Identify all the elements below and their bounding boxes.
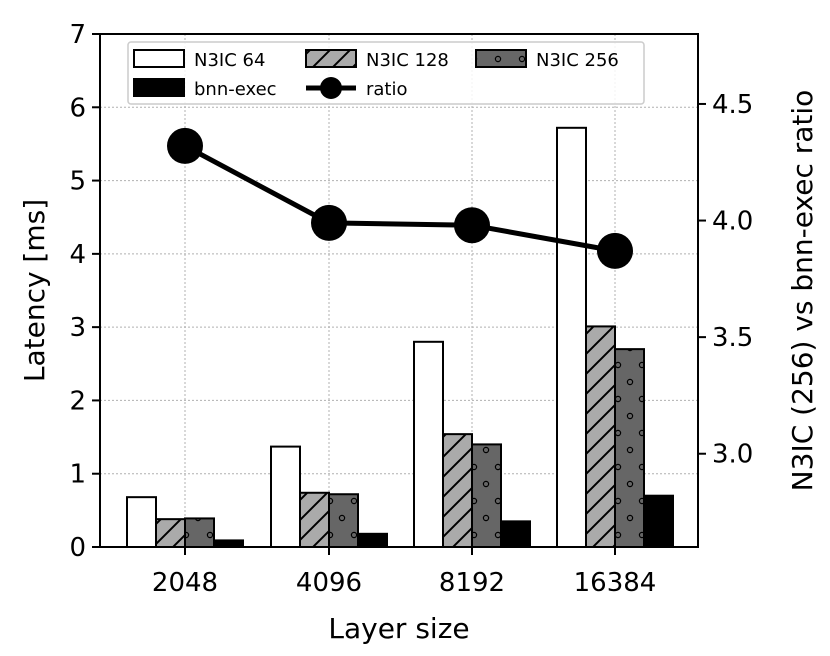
ratio-point-16384 (597, 232, 633, 269)
ratio-point-4096 (311, 204, 347, 241)
legend: N3IC 64 N3IC 128 N3IC 256 bnn-exec ratio (127, 41, 645, 105)
legend-swatch-n3ic-256 (475, 49, 527, 68)
y-tick-label: 2 (69, 386, 86, 416)
y2-tick-label: 4.5 (712, 90, 753, 120)
bars-layer (126, 126, 674, 549)
bar-bnn-exec-4096 (357, 532, 388, 549)
y-tick-label: 1 (69, 460, 86, 490)
bar-n3ic-256-4096 (328, 493, 359, 548)
bar-n3ic-128-8192 (442, 433, 473, 549)
legend-label-n3ic-256: N3IC 256 (536, 50, 619, 71)
legend-swatch-n3ic-128 (305, 49, 357, 68)
ratio-line-layer (167, 127, 633, 269)
x-tick-label: 2048 (152, 568, 218, 598)
y-tick-label: 7 (69, 20, 86, 50)
y-axis-label: Latency [ms] (18, 199, 51, 382)
y2-axis-label: N3IC (256) vs bnn-exec ratio (786, 90, 819, 492)
bar-n3ic-256-8192 (471, 443, 502, 548)
axes-layer: 0 1 2 3 4 5 6 7 3.0 3.5 4.0 4.5 2048 4096 8192 16384 Lay… (18, 20, 819, 645)
bar-n3ic-128-4096 (299, 491, 330, 549)
bar-n3ic-64-8192 (413, 340, 444, 548)
legend-swatch-n3ic-64 (133, 49, 185, 68)
y2-tick-label: 4.0 (712, 207, 753, 237)
y-tick-label: 5 (69, 167, 86, 197)
legend-swatch-ratio-marker (320, 77, 342, 99)
x-tick-label: 8192 (439, 568, 505, 598)
bar-n3ic-128-2048 (155, 518, 186, 548)
y-tick-label: 3 (69, 313, 86, 343)
y-tick-label: 6 (69, 93, 86, 123)
x-axis-label: Layer size (328, 612, 469, 645)
x-tick-label: 16384 (574, 568, 657, 598)
bar-n3ic-128-16384 (585, 325, 616, 548)
x-tick-label: 4096 (296, 568, 362, 598)
bar-bnn-exec-16384 (643, 494, 674, 549)
ratio-point-8192 (454, 207, 490, 244)
bar-n3ic-64-4096 (270, 445, 301, 548)
legend-label-bnn-exec: bnn-exec (194, 79, 277, 100)
grid-layer (100, 33, 698, 548)
y-tick-label: 4 (69, 240, 86, 270)
legend-swatch-bnn-exec (133, 78, 185, 97)
ratio-line (183, 143, 616, 254)
legend-label-n3ic-64: N3IC 64 (194, 50, 265, 71)
bar-n3ic-64-16384 (556, 126, 587, 548)
legend-label-n3ic-128: N3IC 128 (366, 50, 449, 71)
bar-n3ic-256-16384 (614, 348, 645, 548)
y2-tick-label: 3.0 (712, 440, 753, 470)
y-tick-label: 0 (69, 533, 86, 563)
bar-n3ic-64-2048 (126, 496, 157, 548)
ratio-point-2048 (167, 127, 203, 164)
bar-n3ic-256-2048 (184, 517, 215, 549)
plot-frame (99, 33, 699, 548)
legend-label-ratio: ratio (366, 79, 408, 100)
y2-tick-label: 3.5 (712, 323, 753, 353)
bar-bnn-exec-8192 (500, 520, 531, 548)
